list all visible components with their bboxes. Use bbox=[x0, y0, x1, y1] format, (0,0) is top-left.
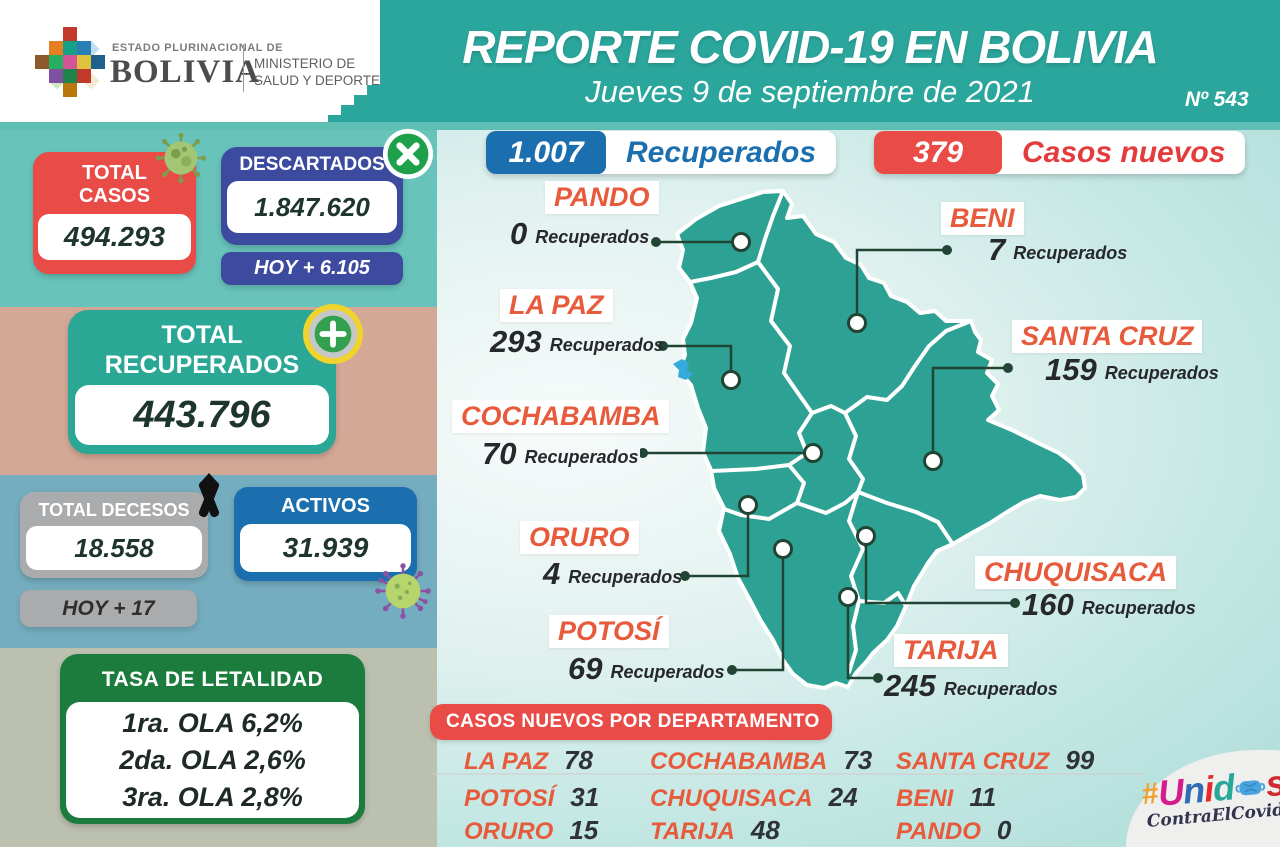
casos-nuevos-badge: 379 Casos nuevos bbox=[874, 131, 1246, 174]
total-decesos-value: 18.558 bbox=[26, 526, 202, 570]
total-recuperados-title: TOTAL RECUPERADOS bbox=[104, 321, 300, 379]
estado-plurinacional-label: ESTADO PLURINACIONAL DE bbox=[112, 42, 284, 54]
recuperados-badge-label: Recuperados bbox=[626, 135, 817, 169]
report-number: Nº 543 bbox=[1185, 88, 1249, 111]
cochabamba-recovered: 70 Recuperados bbox=[482, 436, 639, 471]
new-cases-oruro: ORURO 15 bbox=[464, 815, 599, 845]
header-strip bbox=[0, 122, 1280, 130]
face-mask-icon bbox=[1235, 780, 1265, 796]
potosi-label: POTOSÍ bbox=[549, 615, 669, 648]
cochabamba-marker bbox=[803, 443, 823, 463]
tarija-marker bbox=[838, 587, 858, 607]
activos-value: 31.939 bbox=[240, 524, 411, 572]
pando-marker bbox=[731, 232, 751, 252]
ola-2: 2da. OLA 2,6% bbox=[119, 744, 306, 775]
descartados-card: DESCARTADOS 1.847.620 bbox=[221, 147, 403, 245]
total-casos-value: 494.293 bbox=[38, 214, 191, 260]
new-cases-beni: BENI 11 bbox=[896, 782, 997, 812]
recuperados-badge: 1.007 Recuperados bbox=[486, 131, 837, 174]
bolivia-map bbox=[640, 189, 1087, 690]
potosi-recovered: 69 Recuperados bbox=[568, 651, 725, 686]
chuquisaca-label: CHUQUISACA bbox=[975, 556, 1177, 589]
bolivia-emblem-icon bbox=[35, 27, 105, 97]
total-decesos-title: TOTAL DECESOS bbox=[38, 500, 190, 520]
new-cases-la-paz: LA PAZ 78 bbox=[464, 745, 593, 775]
discarded-x-icon bbox=[382, 128, 434, 180]
virus-icon-2 bbox=[375, 563, 431, 619]
descartados-today: HOY + 6.105 bbox=[221, 252, 403, 285]
la-paz-marker bbox=[721, 370, 741, 390]
tasa-letalidad-values: 1ra. OLA 6,2% 2da. OLA 2,6% 3ra. OLA 2,8… bbox=[66, 702, 359, 818]
table-divider bbox=[433, 773, 1145, 775]
descartados-title: DESCARTADOS bbox=[239, 154, 385, 175]
new-cases-chuquisaca: CHUQUISACA 24 bbox=[650, 782, 858, 812]
recuperados-badge-value: 1.007 bbox=[486, 131, 606, 174]
new-cases-tarija: TARIJA 48 bbox=[650, 815, 780, 845]
tarija-recovered: 245 Recuperados bbox=[884, 668, 1058, 703]
total-casos-title: TOTAL CASOS bbox=[78, 162, 151, 207]
santa-cruz-label: SANTA CRUZ bbox=[1012, 320, 1203, 353]
country-name: BOLIVIA bbox=[110, 54, 261, 90]
activos-title: ACTIVOS bbox=[281, 495, 370, 517]
chuquisaca-recovered: 160 Recuperados bbox=[1022, 587, 1196, 622]
new-cases-santa-cruz: SANTA CRUZ 99 bbox=[896, 745, 1095, 775]
oruro-marker bbox=[738, 495, 758, 515]
decesos-today: HOY + 17 bbox=[20, 590, 197, 627]
casos-nuevos-badge-label: Casos nuevos bbox=[1022, 135, 1226, 169]
ola-1: 1ra. OLA 6,2% bbox=[122, 707, 303, 738]
total-recuperados-card: TOTAL RECUPERADOS 443.796 bbox=[68, 310, 336, 454]
total-casos-card: TOTAL CASOS 494.293 bbox=[33, 152, 196, 274]
tasa-letalidad-title: TASA DE LETALIDAD bbox=[101, 668, 324, 691]
chuquisaca-marker bbox=[856, 526, 876, 546]
virus-icon bbox=[155, 132, 207, 184]
casos-nuevos-badge-value: 379 bbox=[874, 131, 1002, 174]
tarija-label: TARIJA bbox=[894, 634, 1008, 667]
new-cases-cochabamba: COCHABAMBA 73 bbox=[650, 745, 873, 775]
total-recuperados-value: 443.796 bbox=[75, 385, 329, 445]
new-cases-potosi: POTOSÍ 31 bbox=[464, 782, 600, 812]
header-logo-area: ESTADO PLURINACIONAL DE BOLIVIA MINISTER… bbox=[0, 0, 390, 122]
santa-cruz-recovered: 159 Recuperados bbox=[1045, 352, 1219, 387]
beni-label: BENI bbox=[941, 202, 1024, 235]
mourning-ribbon-icon bbox=[198, 473, 220, 518]
lake-titicaca bbox=[673, 359, 693, 380]
la-paz-recovered: 293 Recuperados bbox=[490, 324, 664, 359]
tasa-letalidad-card: TASA DE LETALIDAD 1ra. OLA 6,2% 2da. OLA… bbox=[60, 654, 365, 824]
pando-recovered: 0 Recuperados bbox=[510, 216, 650, 251]
ministry-label: MINISTERIO DE SALUD Y DEPORTES bbox=[254, 56, 390, 88]
new-cases-banner: CASOS NUEVOS POR DEPARTAMENTO bbox=[430, 704, 832, 740]
beni-marker bbox=[847, 313, 867, 333]
pando-label: PANDO bbox=[545, 181, 659, 214]
la-paz-label: LA PAZ bbox=[500, 289, 613, 322]
cochabamba-label: COCHABAMBA bbox=[452, 400, 670, 433]
total-decesos-card: TOTAL DECESOS 18.558 bbox=[20, 492, 208, 578]
potosi-marker bbox=[773, 539, 793, 559]
activos-card: ACTIVOS 31.939 bbox=[234, 487, 417, 581]
report-date: Jueves 9 de septiembre de 2021 bbox=[585, 74, 1035, 109]
new-cases-pando: PANDO 0 bbox=[896, 815, 1012, 845]
beni-recovered: 7 Recuperados bbox=[988, 232, 1128, 267]
hash-glyph: # bbox=[1140, 776, 1159, 812]
oruro-recovered: 4 Recuperados bbox=[543, 556, 683, 591]
descartados-value: 1.847.620 bbox=[227, 181, 397, 233]
plus-circle-icon bbox=[302, 303, 364, 365]
header-divider bbox=[243, 44, 244, 92]
ola-3: 3ra. OLA 2,8% bbox=[122, 781, 303, 812]
oruro-label: ORURO bbox=[520, 521, 639, 554]
santa-cruz-marker bbox=[923, 451, 943, 471]
page-title: REPORTE COVID-19 EN BOLIVIA bbox=[462, 21, 1159, 73]
